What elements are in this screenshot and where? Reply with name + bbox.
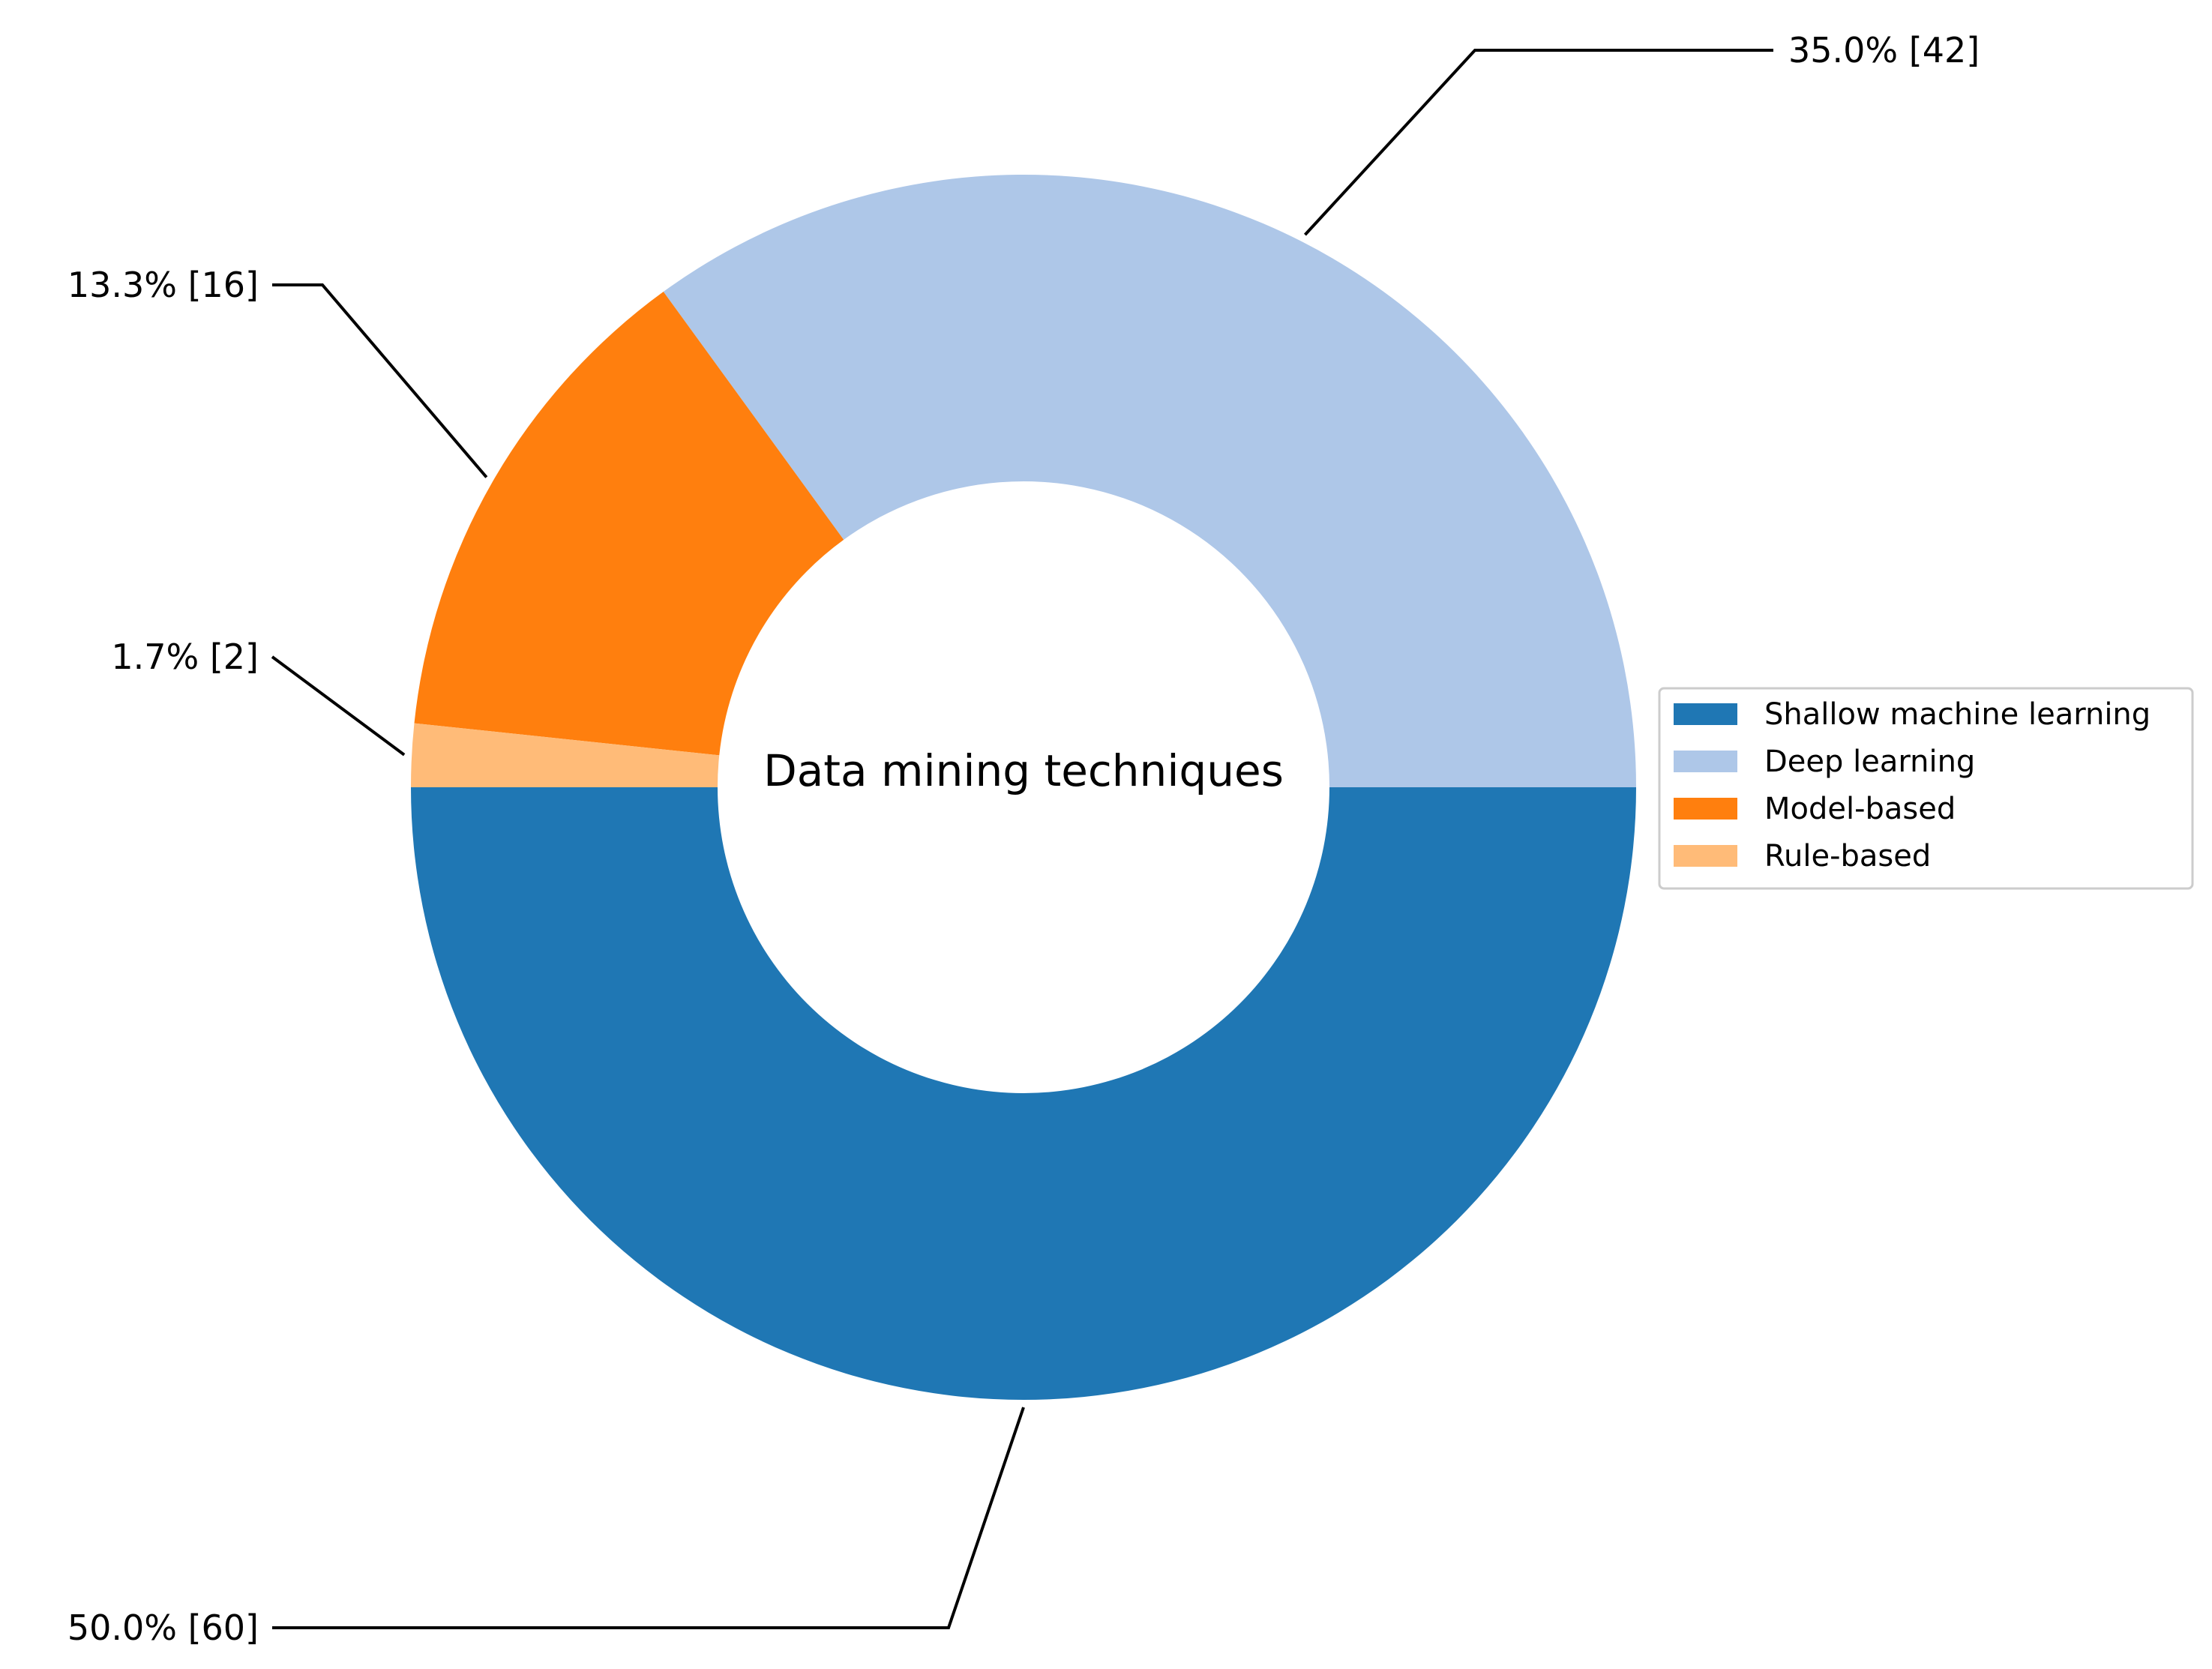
label-model-based: 13.3% [16] xyxy=(67,265,259,305)
center-label: Data mining techniques xyxy=(763,745,1284,796)
legend-swatch-model-based xyxy=(1674,798,1737,820)
legend-label-shallow-machine-learning: Shallow machine learning xyxy=(1764,697,2151,732)
slice-rule-based xyxy=(411,723,720,787)
legend-label-deep-learning: Deep learning xyxy=(1764,745,1975,779)
leader-model-based xyxy=(272,283,488,478)
slice-shallow-machine-learning xyxy=(411,787,1636,1400)
legend-label-model-based: Model-based xyxy=(1764,792,1956,826)
legend-frame xyxy=(1658,687,2194,890)
label-deep-learning: 35.0% [42] xyxy=(1788,30,1980,70)
label-shallow-machine-learning: 50.0% [60] xyxy=(67,1608,259,1648)
leader-rule-based xyxy=(271,655,406,757)
legend-swatch-shallow-machine-learning xyxy=(1674,703,1737,725)
donut-slices xyxy=(411,174,1636,1400)
slice-deep-learning xyxy=(663,174,1636,787)
percentage-labels: 50.0% [60] 35.0% [42] 13.3% [16] 1.7% [2] xyxy=(67,30,1980,1648)
legend-swatch-deep-learning xyxy=(1674,751,1737,772)
legend-label-rule-based: Rule-based xyxy=(1764,839,1931,873)
legend: Shallow machine learning Deep learning Mod… xyxy=(1658,687,2194,890)
legend-swatch-rule-based xyxy=(1674,845,1737,867)
leader-shallow-machine-learning xyxy=(272,1407,1025,1629)
leader-lines xyxy=(271,49,1773,1629)
leader-deep-learning xyxy=(1303,49,1773,236)
slice-model-based xyxy=(414,292,844,756)
label-rule-based: 1.7% [2] xyxy=(111,637,259,677)
